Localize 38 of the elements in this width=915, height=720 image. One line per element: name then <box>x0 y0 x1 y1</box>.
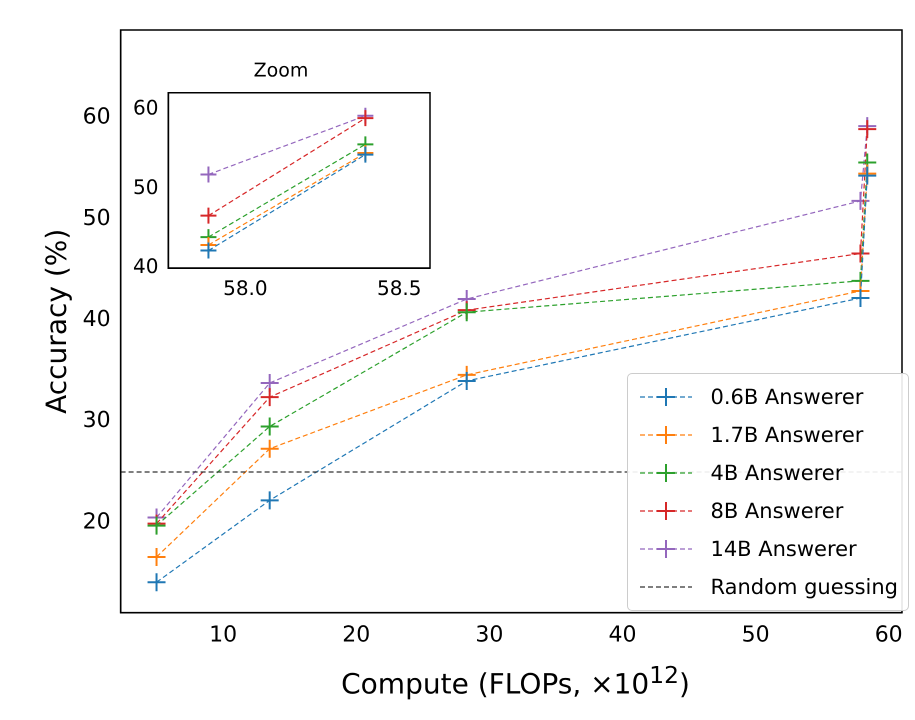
x-tick-label: 60 <box>874 622 903 648</box>
legend-label: 8B Answerer <box>710 499 844 523</box>
y-tick-label: 60 <box>132 96 158 120</box>
y-tick-label: 40 <box>132 254 158 278</box>
point <box>850 190 870 211</box>
y-tick-label: 60 <box>82 104 111 130</box>
chart-title: Zoom <box>254 59 308 82</box>
point <box>850 244 870 264</box>
point <box>260 438 280 459</box>
y-tick-label: 50 <box>82 206 111 231</box>
point <box>146 546 167 567</box>
x-tick-label: 30 <box>475 622 504 648</box>
point <box>199 206 218 225</box>
legend-label: 0.6B Answerer <box>710 385 864 409</box>
point <box>456 370 477 391</box>
point <box>199 165 218 184</box>
y-tick-label: 50 <box>132 174 158 199</box>
legend-label: 4B Answerer <box>710 461 844 485</box>
y-tick-label: 20 <box>82 509 111 534</box>
x-axis-title: Compute (FLOPs, ×10$^{12}$) <box>340 660 691 700</box>
point <box>199 242 218 260</box>
x-tick-label: 40 <box>608 622 636 648</box>
legend-label: Random guessing <box>710 575 898 599</box>
point <box>260 387 280 408</box>
x-tick-label: 10 <box>209 622 238 648</box>
y-tick-label: 40 <box>82 307 111 332</box>
point <box>260 490 280 510</box>
x-tick-label: 50 <box>742 622 770 648</box>
y-axis-title: Accuracy (%) <box>40 228 74 414</box>
point <box>260 416 280 436</box>
x-tick-label: 20 <box>342 622 370 648</box>
point <box>146 572 167 592</box>
y-tick-label: 30 <box>82 408 111 434</box>
x-tick-label: 58.5 <box>376 276 422 300</box>
legend-label: 14B Answerer <box>710 537 857 561</box>
x-tick-label: 58.0 <box>223 276 268 300</box>
point <box>850 288 870 308</box>
legend-label: 1.7B Answerer <box>710 423 864 447</box>
